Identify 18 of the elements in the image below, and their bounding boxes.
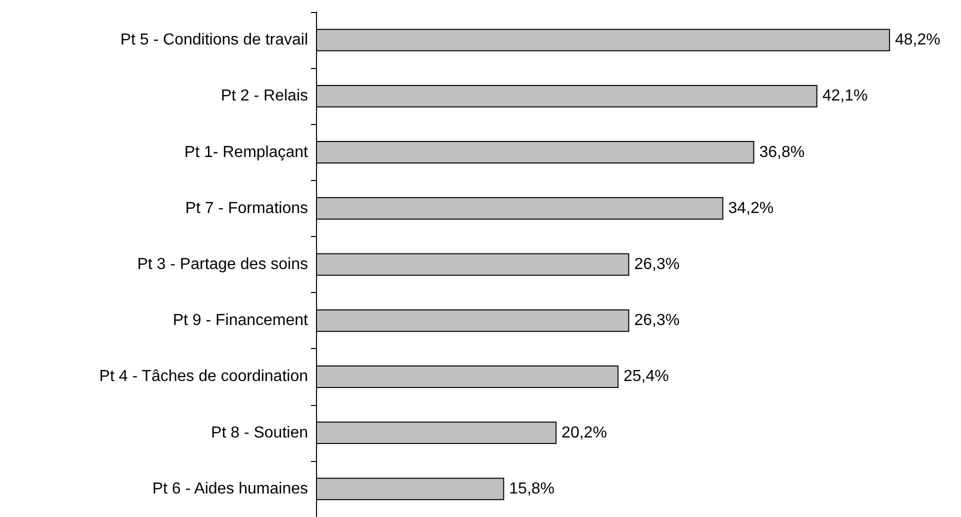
y-tick-label: Pt 2 - Relais [220, 88, 308, 105]
data-label: 48,2% [895, 32, 940, 49]
y-tick-label: Pt 9 - Financement [172, 312, 309, 330]
data-label: 34,2% [728, 200, 774, 217]
data-label: 20,2% [562, 424, 607, 442]
y-tick-label: Pt 4 - Tâches de coordination [99, 368, 308, 386]
data-label: 15,8% [509, 480, 555, 498]
y-tick-label: Pt 3 - Partage des soins [137, 256, 308, 273]
y-tick-label: Pt 8 - Soutien [211, 424, 308, 442]
data-label: 25,4% [623, 368, 669, 386]
y-tick-label: Pt 5 - Conditions de travail [120, 32, 308, 49]
data-label: 36,8% [759, 144, 805, 161]
y-tick-label: Pt 6 - Aides humaines [152, 480, 308, 498]
y-tick-label: Pt 1- Remplaçant [184, 144, 309, 161]
data-label: 42,1% [822, 88, 868, 105]
y-tick-label: Pt 7 - Formations [185, 200, 308, 217]
data-label: 26,3% [634, 312, 680, 330]
data-label: 26,3% [634, 256, 680, 273]
